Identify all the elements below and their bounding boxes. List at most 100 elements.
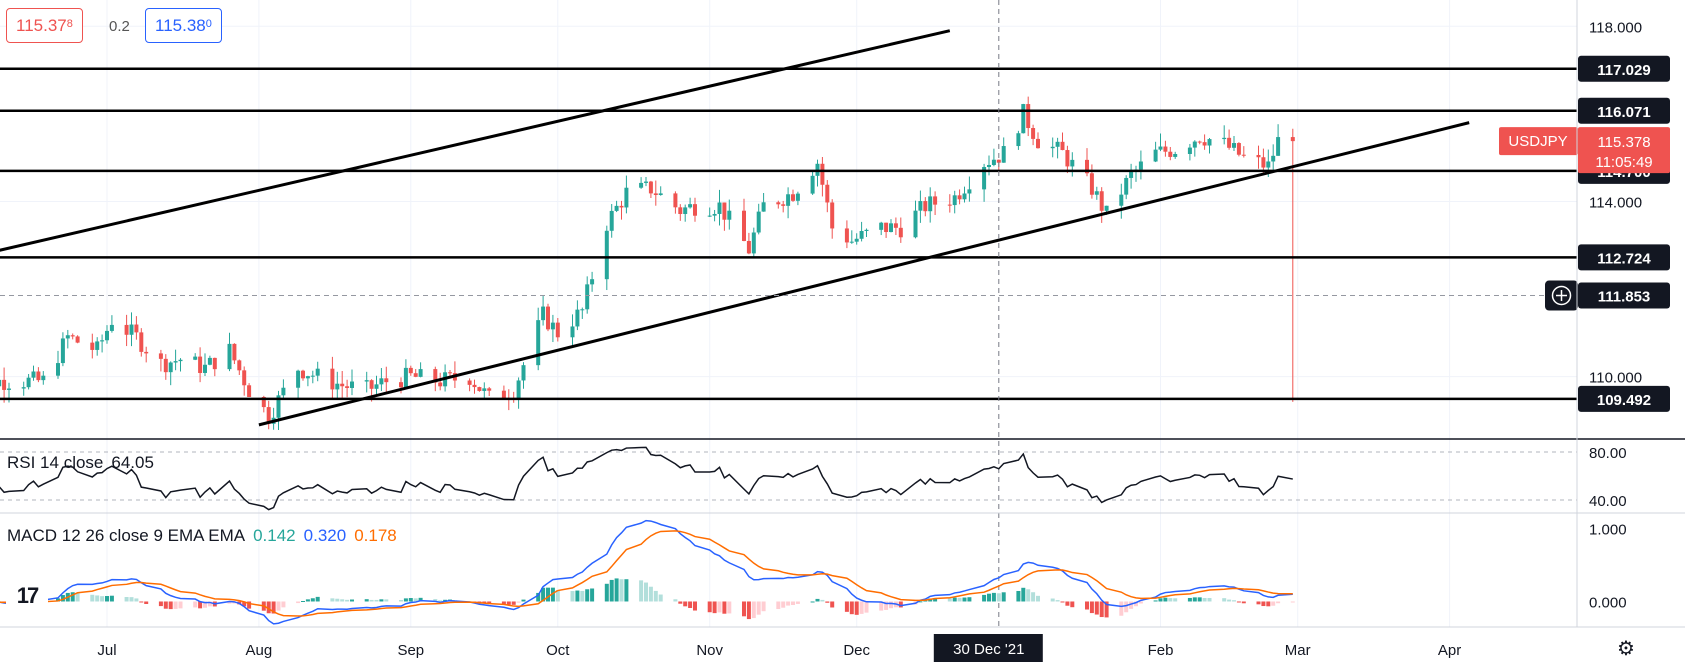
macd-histogram-bar <box>884 601 889 610</box>
macd-histogram-bar <box>810 601 815 603</box>
candle-body <box>330 368 335 390</box>
macd-histogram-bar <box>742 601 746 617</box>
candle-body <box>952 195 957 206</box>
level-price-badge <box>1578 55 1670 82</box>
candle-body <box>761 202 766 212</box>
candle-body <box>26 377 31 388</box>
candle-body <box>683 207 688 215</box>
candle-body <box>1236 143 1241 155</box>
macd-histogram-bar <box>541 587 546 602</box>
macd-histogram-bar <box>384 599 389 602</box>
candle-body <box>1129 171 1134 178</box>
candle-body <box>673 193 678 208</box>
bid-price-box[interactable]: 115.37 8 <box>6 8 83 43</box>
macd-histogram-bar <box>506 601 511 605</box>
macd-tick-label: 0.000 <box>1589 594 1627 611</box>
macd-signal-line <box>0 530 1293 617</box>
macd-histogram-bar <box>1173 598 1178 602</box>
macd-histogram-bar <box>350 599 354 602</box>
candle-body <box>1202 142 1207 146</box>
macd-histogram-bar <box>56 598 60 602</box>
candle-body <box>408 367 413 374</box>
candle-body <box>693 204 697 216</box>
macd-histogram-bar <box>163 601 168 609</box>
macd-histogram-bar <box>1290 601 1295 603</box>
candle-body <box>1016 133 1021 147</box>
macd-histogram-bar <box>722 601 727 614</box>
macd-histogram-bar <box>1271 601 1276 606</box>
macd-histogram-bar <box>639 580 644 602</box>
candle-body <box>301 370 305 379</box>
candle-body <box>144 351 149 354</box>
candle-body <box>746 240 751 254</box>
macd-histogram-bar <box>1055 600 1060 602</box>
macd-histogram-bar <box>1119 601 1124 616</box>
macd-histogram-bar <box>408 598 413 602</box>
drawing-overlays[interactable] <box>0 0 1577 627</box>
candle-body <box>546 306 550 330</box>
candle-body <box>1124 177 1129 195</box>
macd-histogram-bar <box>795 601 800 604</box>
candle-body <box>369 380 374 389</box>
tradingview-logo-icon[interactable]: 17 <box>6 582 48 610</box>
candle-body <box>590 279 595 285</box>
macd-histogram-bar <box>364 599 369 602</box>
candle-body <box>345 386 350 388</box>
macd-histogram-bar <box>825 601 830 603</box>
x-tick-label: Oct <box>546 642 570 659</box>
macd-histogram-bar <box>580 590 585 602</box>
macd-tick-label: 1.000 <box>1589 522 1627 539</box>
candle-body <box>168 362 173 373</box>
candle-body <box>482 388 487 391</box>
macd-histogram-bar <box>678 601 683 604</box>
channel-upper-line[interactable] <box>0 29 951 255</box>
candle-body <box>1099 191 1104 211</box>
spread-value: 0.2 <box>109 18 130 35</box>
macd-histogram-bar <box>609 579 614 602</box>
candle-body <box>0 379 2 387</box>
macd-histogram-bar <box>203 601 207 608</box>
macd-histogram-bar <box>345 599 350 602</box>
macd-histogram-bar <box>673 599 678 602</box>
candle-body <box>653 193 658 196</box>
crosshair-price-label: 111.853 <box>1598 289 1651 306</box>
current-price-label: 115.378 <box>1597 134 1650 151</box>
y-tick-label: 114.000 <box>1589 194 1642 211</box>
candle-body <box>438 382 443 387</box>
candle-body <box>1031 128 1036 139</box>
candle-body <box>433 369 438 383</box>
rsi-tick-label: 80.00 <box>1589 445 1627 462</box>
macd-histogram-bar <box>991 592 996 602</box>
macd-histogram-bar <box>761 601 766 612</box>
channel-lower-line[interactable] <box>258 121 1470 427</box>
macd-histogram-bar <box>717 601 722 613</box>
ask-price-box[interactable]: 115.38 0 <box>145 8 222 43</box>
candle-body <box>193 356 198 360</box>
candle-body <box>31 371 36 378</box>
rsi-legend[interactable]: RSI 14 close 64.05 <box>7 453 162 473</box>
macd-histogram-bar <box>746 601 751 620</box>
candle-body <box>1261 157 1266 168</box>
candle-body <box>550 322 555 330</box>
candle-body <box>173 361 178 363</box>
macd-histogram-bar <box>418 597 423 602</box>
candle-body <box>604 230 609 280</box>
candle-body <box>923 201 928 212</box>
macd-histogram-bar <box>1276 601 1281 604</box>
candle-body <box>712 213 717 216</box>
macd-histogram-bar <box>546 587 550 602</box>
macd-histogram-bar <box>100 596 105 602</box>
macd-legend[interactable]: MACD 12 26 close 9 EMA EMA 0.142 0.320 0.17… <box>7 526 405 546</box>
gear-icon[interactable]: ⚙ <box>1617 638 1635 660</box>
candle-body <box>756 211 761 233</box>
candle-body <box>648 181 653 194</box>
macd-histogram-bar <box>271 601 276 614</box>
candle-body <box>854 238 859 242</box>
macd-histogram-bar <box>791 601 795 605</box>
macd-histogram-bar <box>653 590 658 602</box>
candle-body <box>384 378 389 383</box>
candle-body <box>521 365 526 381</box>
macd-histogram-bar <box>1192 597 1197 602</box>
macd-histogram-bar <box>438 600 443 602</box>
